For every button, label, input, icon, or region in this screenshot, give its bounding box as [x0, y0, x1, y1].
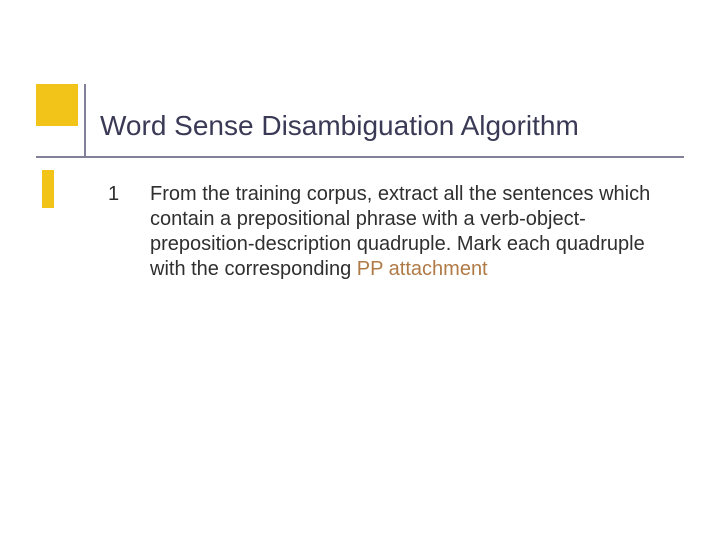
slide: Word Sense Disambiguation Algorithm 1 Fr…	[0, 0, 720, 540]
list-number: 1	[108, 182, 150, 206]
vertical-rule	[84, 84, 86, 158]
list-body: From the training corpus, extract all th…	[150, 182, 668, 282]
horizontal-rule	[36, 156, 684, 158]
list-text-highlight: PP attachment	[357, 258, 488, 280]
decor-square	[36, 84, 78, 126]
slide-title: Word Sense Disambiguation Algorithm	[100, 110, 579, 142]
list-item: 1 From the training corpus, extract all …	[108, 182, 668, 282]
decor-bar	[42, 170, 54, 208]
